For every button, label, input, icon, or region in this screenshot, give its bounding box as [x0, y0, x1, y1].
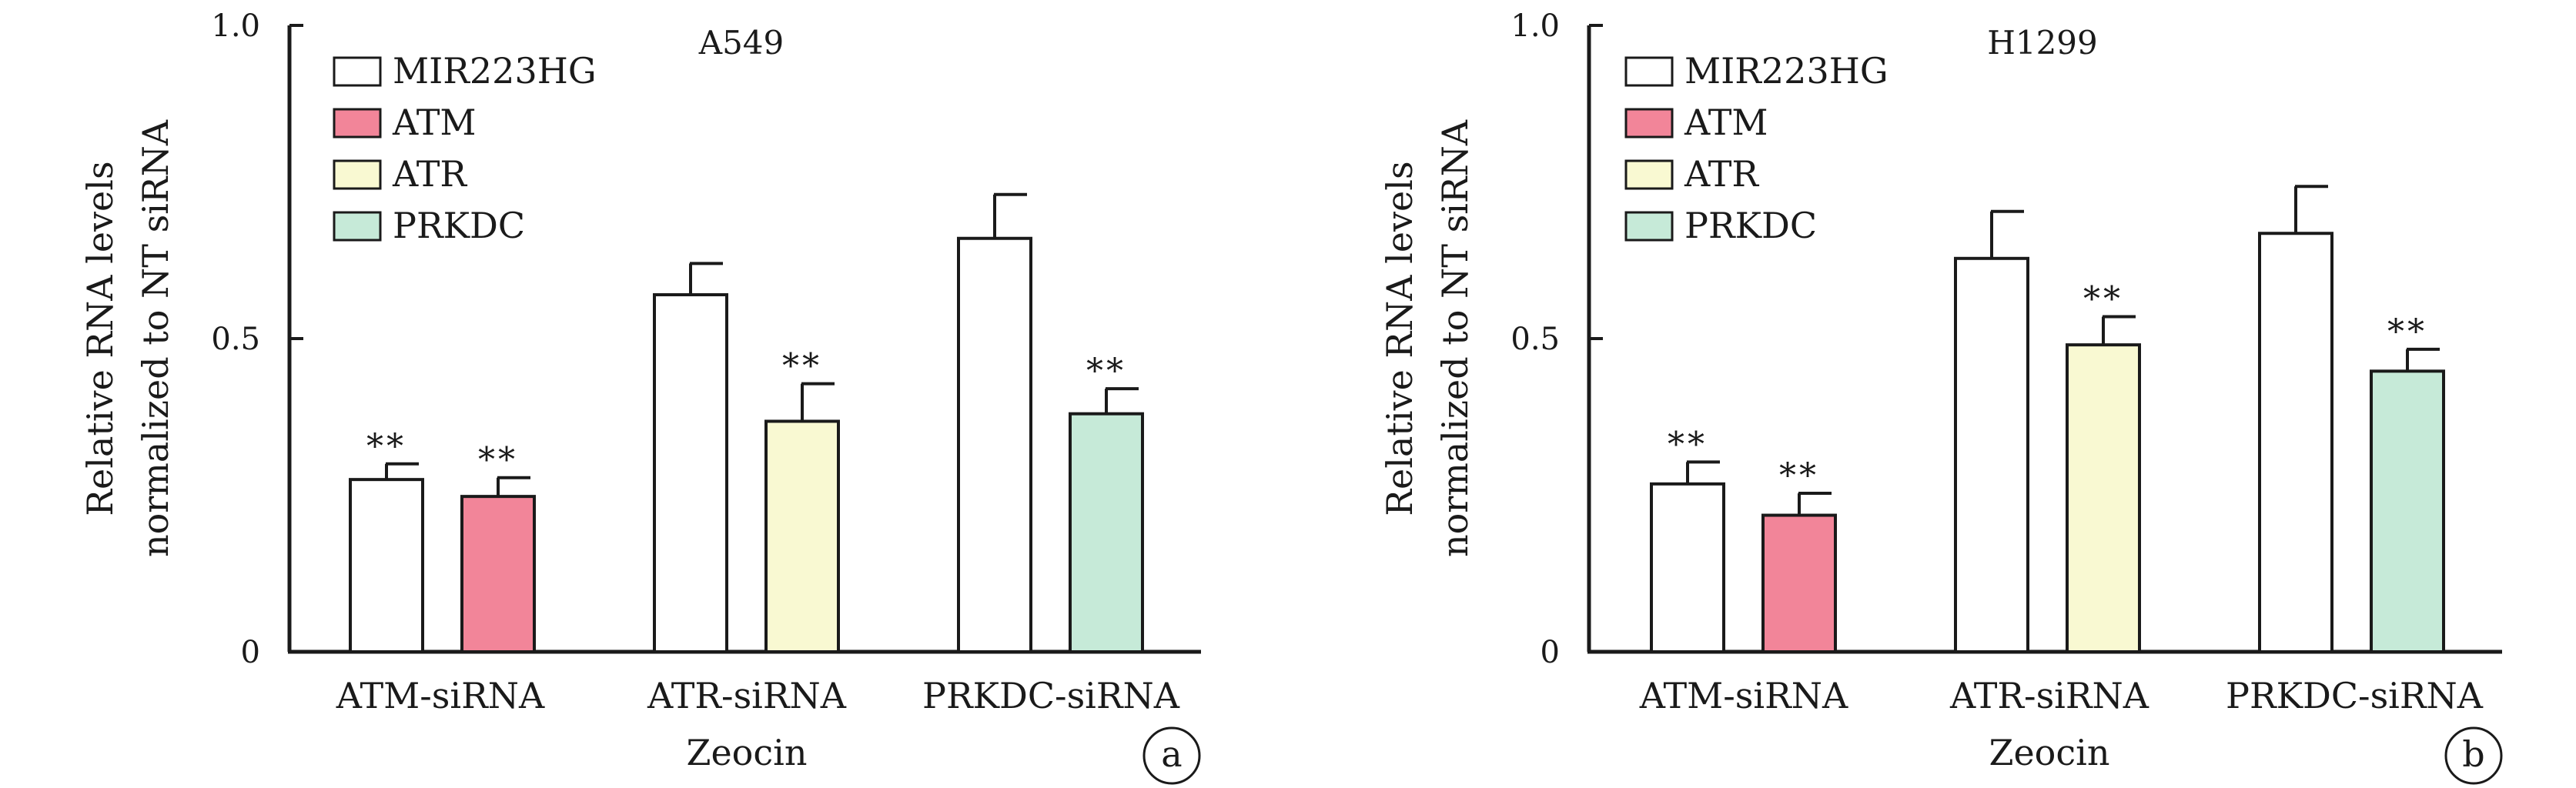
legend-swatch-mir223hg — [333, 56, 382, 87]
legend-swatch-prkdc — [1624, 211, 1674, 242]
y-tick-label: 0.5 — [1510, 322, 1560, 357]
bar-atm — [460, 495, 536, 653]
x-axis-title: Zeocin — [687, 732, 808, 773]
legend-label: PRKDC — [1684, 205, 1817, 246]
legend-label: MIR223HG — [393, 50, 597, 92]
legend-swatch-atm — [1624, 108, 1674, 139]
chart-panel-a: 0 0.5 1.0 Relative RNA levels normalized to … — [79, 8, 1201, 785]
x-tick-label: ATR-siRNA — [647, 675, 847, 716]
legend-label: PRKDC — [393, 205, 525, 246]
y-tick-label: 0.5 — [211, 322, 260, 357]
significance-marker: ** — [366, 427, 406, 466]
significance-marker: ** — [1086, 352, 1126, 391]
y-axis-title: Relative RNA levels normalized to NT siRN… — [79, 119, 176, 557]
legend-label: ATM — [1684, 102, 1768, 143]
y-axis-title-line: Relative RNA levels — [1379, 161, 1420, 516]
legend-swatch-atr — [1624, 159, 1674, 190]
y-tick-label: 1.0 — [1510, 8, 1560, 44]
significance-marker: ** — [2387, 312, 2427, 352]
bar-atm — [1761, 513, 1837, 653]
x-tick-label: PRKDC-siRNA — [922, 675, 1180, 716]
panel-tag-circle — [2444, 726, 2503, 785]
significance-marker: ** — [2083, 280, 2123, 319]
legend-swatch-prkdc — [333, 211, 382, 242]
x-tick-label: ATR-siRNA — [1949, 675, 2149, 716]
y-tick-label: 1.0 — [211, 8, 260, 44]
significance-marker: ** — [1779, 456, 1819, 496]
y-tick-label: 0 — [1541, 635, 1560, 670]
legend-label: ATM — [392, 102, 477, 143]
bar-mir223hg — [1954, 256, 2029, 653]
significance-marker: ** — [782, 347, 822, 386]
significance-marker: ** — [478, 441, 518, 480]
panel-tag-circle — [1142, 726, 1201, 785]
y-tick-label: 0 — [241, 635, 260, 670]
bar-mir223hg — [653, 293, 728, 653]
legend-label: ATR — [1684, 153, 1759, 195]
y-axis-title-line: Relative RNA levels — [79, 161, 121, 516]
bar-atr — [764, 419, 840, 653]
bar-mir223hg — [1650, 482, 1725, 654]
bar-atr — [2066, 343, 2141, 653]
legend-swatch-atr — [333, 159, 382, 190]
bar-mir223hg — [349, 478, 424, 654]
chart-title: H1299 — [1987, 24, 2098, 62]
x-tick-label: ATM-siRNA — [1639, 675, 1848, 716]
panel-tag-label: a — [1161, 733, 1182, 775]
chart-panel-b: 0 0.5 1.0 Relative RNA levels normalized to … — [1379, 8, 2503, 785]
chart-title: A549 — [698, 24, 785, 62]
bar-mir223hg — [2258, 232, 2333, 653]
legend-swatch-mir223hg — [1624, 56, 1674, 87]
y-axis-title: Relative RNA levels normalized to NT siRN… — [1379, 119, 1476, 557]
x-tick-label: ATM-siRNA — [336, 675, 545, 716]
panel-tag-label: b — [2462, 733, 2484, 775]
x-axis-title: Zeocin — [1989, 732, 2110, 773]
bar-prkdc — [2370, 369, 2445, 653]
x-tick-label: PRKDC-siRNA — [2226, 675, 2484, 716]
y-axis-title-line: normalized to NT siRNA — [135, 119, 176, 557]
bar-prkdc — [1069, 412, 1144, 653]
legend-label: ATR — [392, 153, 467, 195]
bar-mir223hg — [957, 236, 1032, 653]
y-axis-title-line: normalized to NT siRNA — [1434, 119, 1476, 557]
significance-marker: ** — [1668, 425, 1708, 464]
legend-label: MIR223HG — [1684, 50, 1889, 92]
legend-swatch-atm — [333, 108, 382, 139]
